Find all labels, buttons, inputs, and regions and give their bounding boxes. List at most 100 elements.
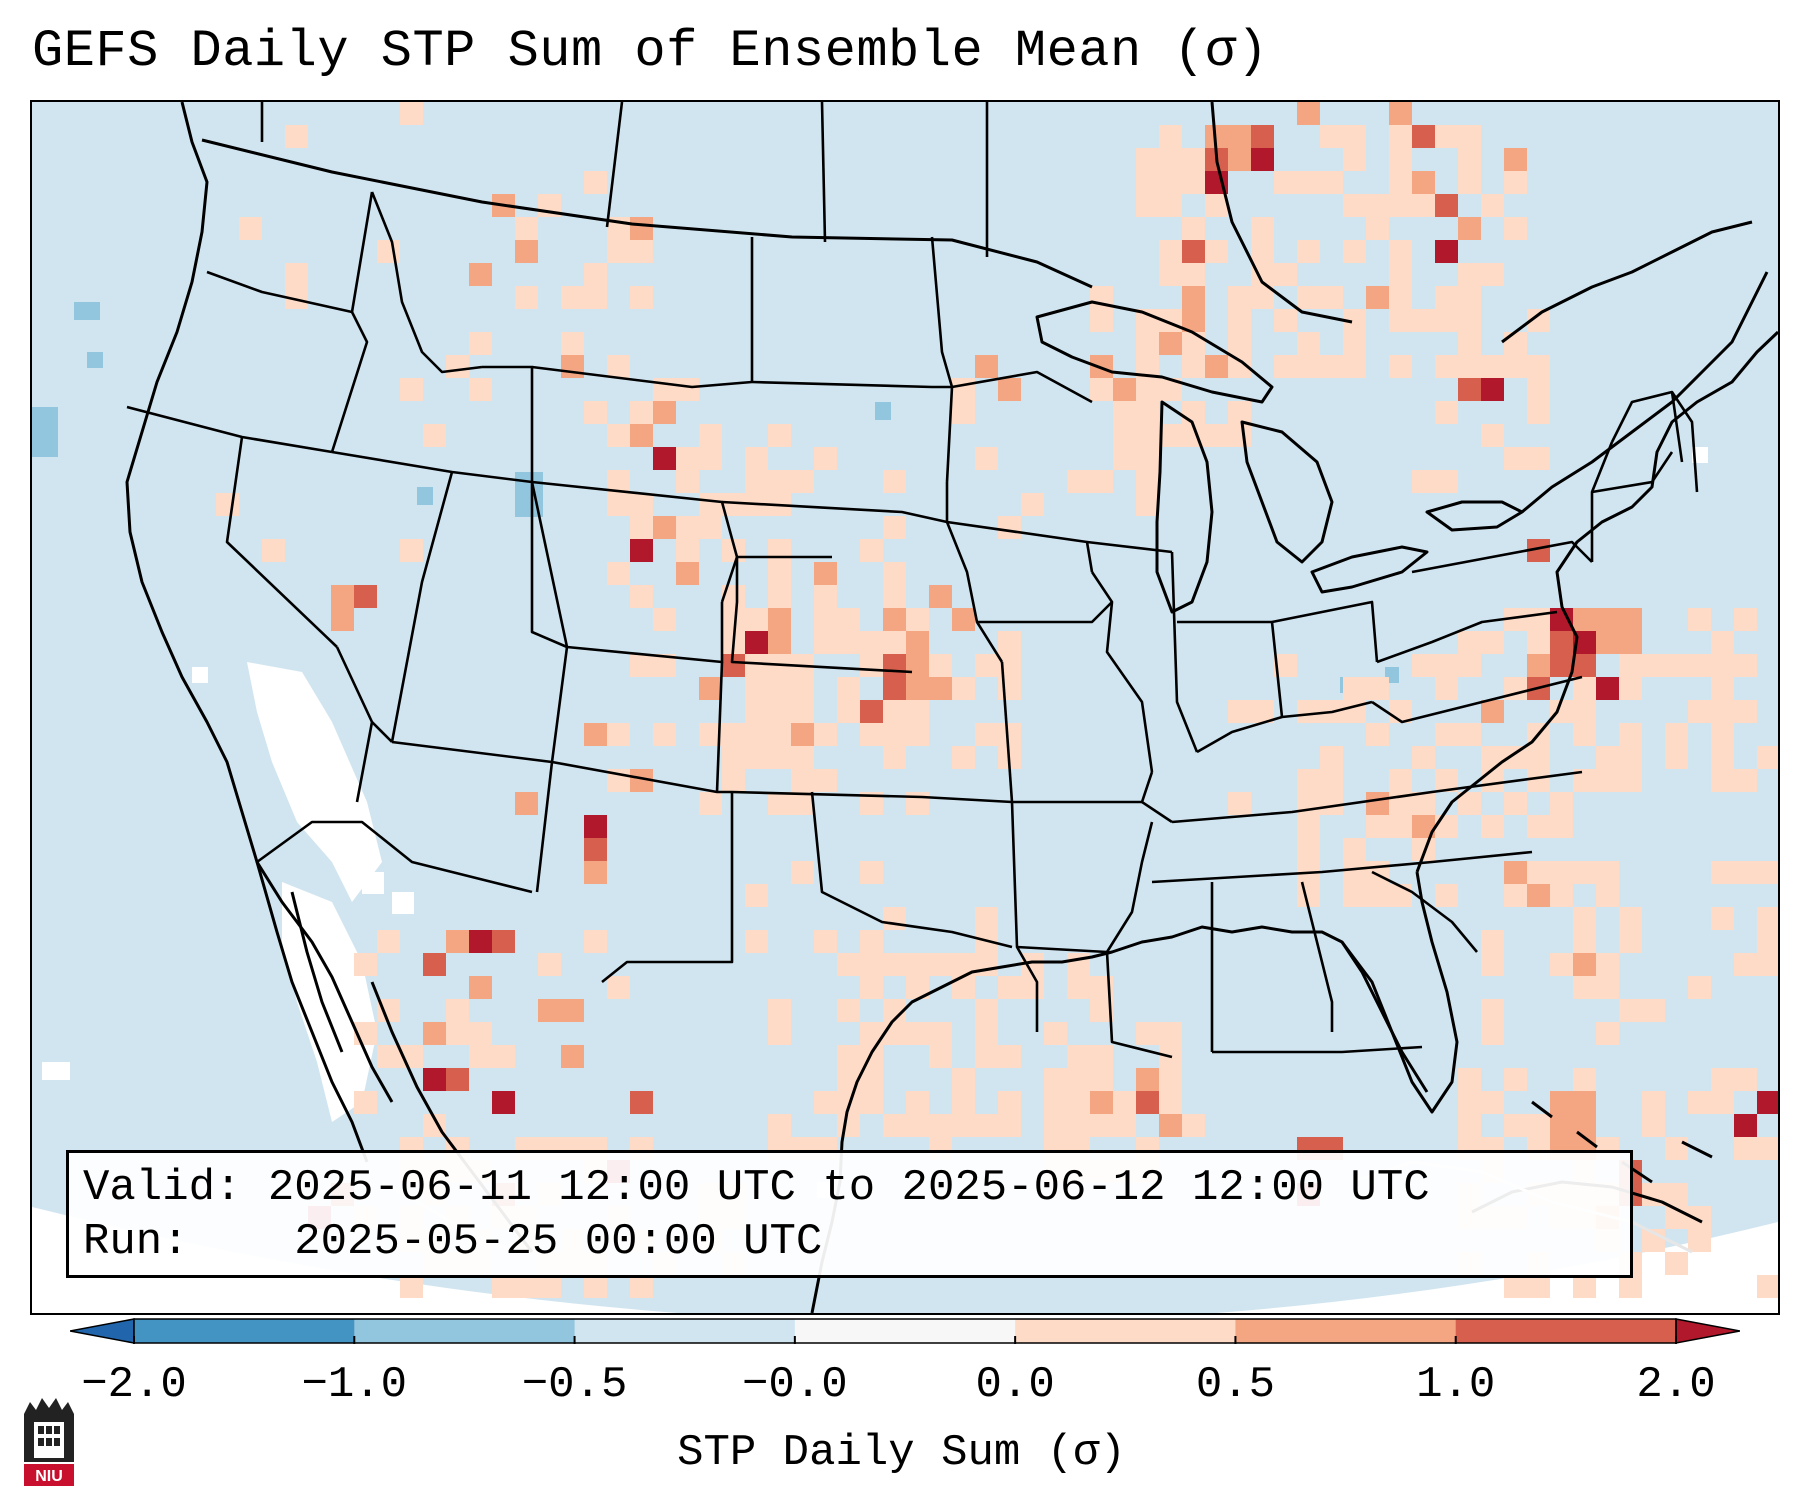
stp-grid-cell: [1665, 1137, 1688, 1160]
stp-grid-cell: [1458, 631, 1481, 654]
stp-grid-cell: [1159, 1068, 1182, 1091]
lake-huron: [1240, 420, 1334, 564]
stp-grid-cell: [1757, 861, 1778, 884]
stp-grid-cell: [1527, 631, 1550, 654]
stp-grid-cell: [1159, 171, 1182, 194]
stp-grid-cell: [998, 723, 1021, 746]
stp-grid-cell: [745, 470, 768, 493]
stp-grid-cell: [1320, 125, 1343, 148]
stp-grid-cell: [1182, 309, 1205, 332]
pacific-coastline: [125, 102, 394, 1103]
stp-grid-cell: [1642, 1114, 1665, 1137]
stp-grid-cell: [998, 1091, 1021, 1114]
stp-grid-cell: [1481, 953, 1504, 976]
stp-grid-cell: [1481, 355, 1504, 378]
stp-grid-cell: [1550, 884, 1573, 907]
stp-grid-cell: [1113, 1114, 1136, 1137]
stp-grid-cell: [814, 1091, 837, 1114]
stp-grid-cell: [1504, 1114, 1527, 1137]
stp-grid-cell: [883, 700, 906, 723]
valid-run-info-box: Valid: 2025-06-11 12:00 UTC to 2025-06-1…: [66, 1150, 1633, 1278]
stp-grid-cell: [837, 677, 860, 700]
stp-grid-cell: [1274, 309, 1297, 332]
stp-grid-cell: [883, 677, 906, 700]
stp-grid-cell: [676, 447, 699, 470]
stp-grid-cell: [1527, 861, 1550, 884]
stp-grid-cell: [1320, 746, 1343, 769]
stp-grid-cell: [377, 930, 400, 953]
stp-grid-cell: [745, 700, 768, 723]
stp-grid-cell: [1320, 769, 1343, 792]
run-time: 2025-05-25 00:00 UTC: [294, 1217, 823, 1267]
stp-grid-cell: [1366, 815, 1389, 838]
stp-grid-cell: [1136, 1068, 1159, 1091]
stp-grid-cell: [630, 286, 653, 309]
stp-grid-cell: [1136, 447, 1159, 470]
stp-grid-cell: [998, 516, 1021, 539]
stp-grid-cell: [1435, 769, 1458, 792]
stp-grid-cell: [975, 1114, 998, 1137]
stp-grid-cell: [239, 217, 262, 240]
stp-grid-cell: [768, 1022, 791, 1045]
stp-grid-cell: [1458, 378, 1481, 401]
colorbar-tick-label: 0.5: [1195, 1360, 1276, 1410]
stp-grid-cell: [1343, 125, 1366, 148]
stp-grid-cell: [906, 723, 929, 746]
stp-grid-cell: [469, 1045, 492, 1068]
map-panel: [30, 100, 1780, 1315]
stp-grid-cell: [1090, 1068, 1113, 1091]
stp-grid-cell: [1182, 148, 1205, 171]
stp-grid-cell: [860, 539, 883, 562]
stp-grid-cell: [1458, 1114, 1481, 1137]
stp-grid-cell: [1504, 355, 1527, 378]
stp-grid-cell: [722, 723, 745, 746]
stp-grid-cell: [1435, 815, 1458, 838]
stp-grid-cell: [1481, 194, 1504, 217]
stp-grid-cell: [1435, 194, 1458, 217]
stp-grid-cell: [1182, 263, 1205, 286]
stp-grid-cell: [607, 470, 630, 493]
stp-grid-cell: [1228, 792, 1251, 815]
stp-grid-cell: [1458, 309, 1481, 332]
stp-grid-cell: [1389, 171, 1412, 194]
stp-grid-cell: [1550, 792, 1573, 815]
stp-grid-cell: [791, 861, 814, 884]
stp-grid-cell: [446, 1022, 469, 1045]
stp-grid-cell: [1573, 1275, 1596, 1298]
stp-grid-cell: [860, 792, 883, 815]
stp-grid-cell: [469, 930, 492, 953]
stp-grid-cell: [607, 723, 630, 746]
stp-grid-cell: [883, 654, 906, 677]
stp-grid-cell: [1297, 769, 1320, 792]
stp-grid-cell: [1297, 355, 1320, 378]
stp-grid-cell: [722, 746, 745, 769]
stp-grid-cell: [906, 631, 929, 654]
stp-grid-cell: [699, 516, 722, 539]
stp-grid-cell: [584, 815, 607, 838]
stp-grid-cell: [630, 516, 653, 539]
stp-grid-cell: [768, 700, 791, 723]
stp-grid-cell: [423, 953, 446, 976]
stp-grid-cell: [1596, 861, 1619, 884]
stp-grid-cell: [929, 953, 952, 976]
stp-grid-cell: [1251, 286, 1274, 309]
stp-grid-cell: [1366, 884, 1389, 907]
stp-grid-cell: [1734, 1114, 1757, 1137]
stp-grid-cell: [1711, 631, 1734, 654]
stp-grid-cell: [952, 608, 975, 631]
stp-grid-cell: [952, 746, 975, 769]
stp-grid-cell: [1596, 746, 1619, 769]
stp-grid-cell: [1113, 378, 1136, 401]
stp-grid-cell: [1251, 148, 1274, 171]
stp-grid-cell: [1389, 102, 1412, 125]
stp-grid-cell: [1596, 769, 1619, 792]
stp-grid-cell: [492, 1275, 515, 1298]
stp-grid-cell: [1435, 654, 1458, 677]
baja-coastline: [255, 861, 369, 1163]
stp-grid-cell: [768, 608, 791, 631]
stp-grid-cell: [745, 654, 768, 677]
stp-grid-cell: [1481, 700, 1504, 723]
stp-grid-cell: [1113, 401, 1136, 424]
stp-grid-cell: [584, 723, 607, 746]
stp-grid-cell: [1573, 953, 1596, 976]
